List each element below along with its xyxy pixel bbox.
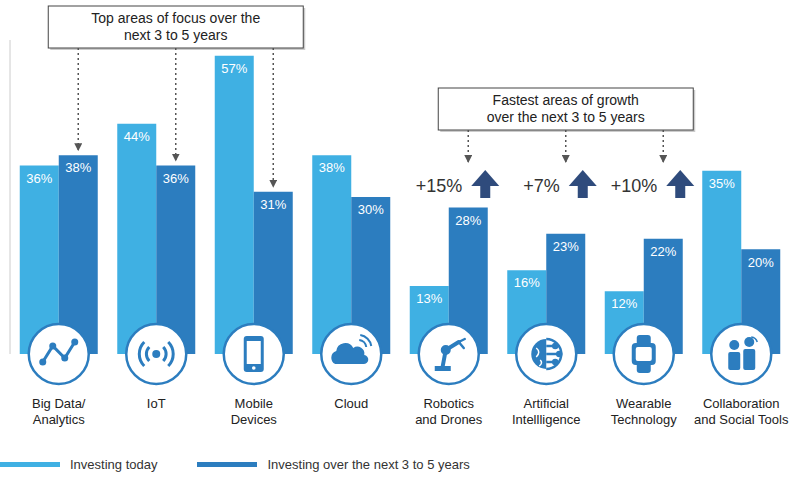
svg-text:31%: 31%	[260, 197, 286, 212]
svg-text:16%: 16%	[514, 275, 540, 290]
svg-text:Mobile: Mobile	[235, 396, 273, 411]
svg-text:Robotics: Robotics	[423, 396, 474, 411]
svg-text:57%: 57%	[221, 61, 247, 76]
svg-text:+15%: +15%	[416, 176, 463, 196]
svg-text:Intellligence: Intellligence	[512, 412, 581, 427]
svg-text:Fastest areas of growth: Fastest areas of growth	[493, 92, 639, 108]
svg-text:36%: 36%	[163, 171, 189, 186]
svg-text:Technology: Technology	[611, 412, 677, 427]
svg-text:+7%: +7%	[523, 176, 560, 196]
svg-text:22%: 22%	[650, 244, 676, 259]
svg-text:and Social Tools: and Social Tools	[694, 412, 789, 427]
svg-text:Cloud: Cloud	[334, 396, 368, 411]
svg-text:and Drones: and Drones	[415, 412, 483, 427]
svg-text:12%: 12%	[611, 296, 637, 311]
svg-text:23%: 23%	[553, 239, 579, 254]
svg-text:Artificial: Artificial	[523, 396, 569, 411]
svg-text:Big Data/: Big Data/	[32, 396, 86, 411]
svg-text:35%: 35%	[709, 176, 735, 191]
svg-text:Wearable: Wearable	[616, 396, 671, 411]
svg-text:Devices: Devices	[231, 412, 278, 427]
svg-text:Top areas of focus over the: Top areas of focus over the	[91, 10, 260, 26]
svg-text:38%: 38%	[319, 160, 345, 175]
svg-text:IoT: IoT	[147, 396, 166, 411]
svg-text:+10%: +10%	[611, 176, 658, 196]
svg-text:next 3 to 5 years: next 3 to 5 years	[124, 27, 228, 43]
svg-text:over the next 3 to 5 years: over the next 3 to 5 years	[487, 109, 645, 125]
svg-text:28%: 28%	[455, 213, 481, 228]
svg-text:Analytics: Analytics	[33, 412, 86, 427]
svg-text:20%: 20%	[748, 255, 774, 270]
svg-text:30%: 30%	[358, 202, 384, 217]
svg-text:13%: 13%	[416, 291, 442, 306]
html-text:Investing today: Investing today	[70, 456, 158, 472]
svg-text:36%: 36%	[26, 171, 52, 186]
svg-text:38%: 38%	[65, 160, 91, 175]
html-text:Investing over the next 3 to 5: Investing over the next 3 to 5 years	[267, 456, 470, 472]
svg-text:Collaboration: Collaboration	[703, 396, 780, 411]
svg-text:44%: 44%	[124, 129, 150, 144]
